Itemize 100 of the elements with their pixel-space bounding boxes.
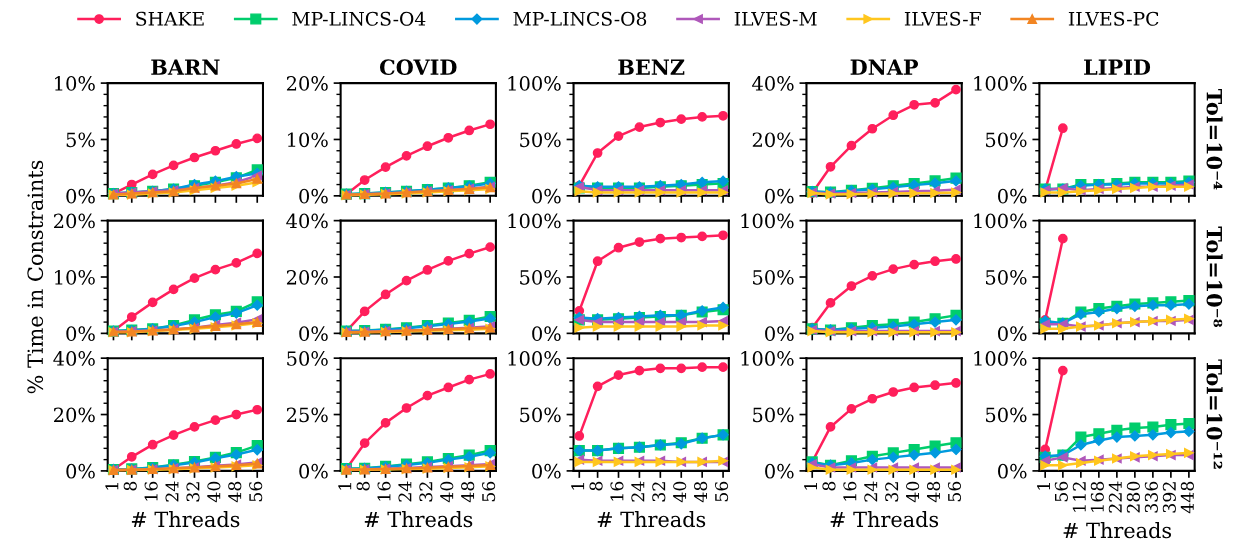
y-tick-label: 0%	[998, 326, 1027, 342]
x-tick-label: 1	[571, 483, 585, 490]
x-tick-label: 8	[356, 481, 370, 491]
chart-title: LIPID	[1084, 59, 1151, 75]
y-tick-label: 0%	[765, 326, 794, 342]
x-tick-label: 16	[377, 481, 391, 501]
x-tick-label: 56	[1054, 481, 1068, 502]
y-tick-label: 10%	[287, 132, 328, 148]
x-tick-label: 48	[694, 481, 708, 503]
x-tick-label: 8	[589, 481, 603, 491]
y-tick-label: 0%	[66, 188, 95, 204]
x-tick-label: 48	[461, 481, 475, 503]
y-tick-label: 0%	[532, 188, 561, 204]
y-tick-label: 100%	[508, 213, 561, 229]
y-tick-label: 0%	[299, 463, 328, 479]
y-tick-label: 100%	[974, 76, 1027, 91]
chart-title: BENZ	[618, 59, 685, 75]
y-tick-label: 0%	[998, 463, 1027, 479]
y-tick-label: 0%	[765, 463, 794, 479]
x-tick-label: 280	[1126, 481, 1140, 513]
x-tick-label: 1	[338, 483, 352, 490]
legend-label: ILVES-M	[734, 11, 817, 26]
x-tick-label: 56	[249, 481, 263, 502]
y-tick-label: 0%	[66, 463, 95, 479]
y-tick-label: 50%	[520, 269, 561, 285]
y-tick-label: 5%	[66, 132, 95, 148]
x-tick-label: 24	[631, 481, 645, 502]
chart-title: BARN	[151, 59, 220, 75]
x-tick-label: 112	[1072, 482, 1086, 512]
x-axis-title: # Threads	[1063, 522, 1172, 539]
x-tick-label: 24	[165, 481, 179, 502]
legend-label: ILVES-PC	[1068, 11, 1159, 26]
x-axis-title: # Threads	[830, 511, 939, 528]
y-tick-label: 50%	[753, 407, 794, 423]
legend-label: ILVES-F	[904, 11, 981, 26]
x-tick-label: 40	[440, 481, 454, 503]
legend-label: SHAKE	[136, 11, 204, 26]
y-tick-label: 100%	[508, 351, 561, 366]
x-tick-label: 1	[804, 483, 818, 490]
chart-title: COVID	[379, 59, 457, 76]
x-tick-label: 8	[822, 481, 836, 491]
y-tick-label: 20%	[286, 76, 328, 91]
y-tick-label: 50%	[986, 407, 1027, 423]
y-tick-label: 100%	[741, 351, 794, 366]
y-tick-label: 50%	[986, 132, 1027, 148]
x-axis-title: # Threads	[364, 511, 473, 528]
y-tick-label: 40%	[286, 213, 328, 229]
x-tick-label: 24	[864, 481, 878, 502]
y-tick-label: 50%	[520, 132, 561, 148]
x-tick-label: 40	[207, 481, 221, 503]
y-tick-label: 20%	[286, 269, 328, 285]
x-tick-label: 48	[926, 481, 941, 503]
x-tick-label: 16	[144, 481, 158, 501]
x-tick-label: 1	[1037, 483, 1050, 490]
y-tick-label: 100%	[508, 76, 561, 91]
y-tick-label: 0%	[998, 188, 1027, 204]
x-tick-label: 40	[673, 481, 687, 503]
y-tick-label: 0%	[765, 188, 794, 204]
y-tick-label: 20%	[54, 213, 95, 229]
x-tick-label: 16	[843, 481, 857, 501]
y-tick-label: 10%	[55, 76, 95, 91]
y-axis-title: % Time in Constraints	[27, 160, 44, 394]
y-tick-label: 0%	[532, 463, 561, 479]
x-axis-title: # Threads	[131, 511, 240, 528]
y-tick-label: 25%	[286, 407, 328, 423]
x-tick-label: 336	[1144, 481, 1158, 513]
y-tick-label: 100%	[974, 213, 1027, 229]
y-tick-label: 50%	[520, 407, 561, 423]
y-tick-label: 50%	[986, 269, 1027, 285]
y-tick-label: 50%	[287, 351, 328, 366]
x-tick-label: 224	[1108, 481, 1122, 513]
x-tick-label: 32	[186, 482, 200, 502]
y-tick-label: 0%	[532, 326, 561, 342]
y-tick-label: 40%	[53, 351, 95, 366]
text: Tol=10⁻¹²	[1206, 359, 1223, 469]
y-tick-label: 40%	[752, 76, 794, 91]
y-tick-label: 0%	[299, 188, 328, 204]
x-tick-label: 56	[714, 481, 729, 502]
x-tick-label: 448	[1180, 481, 1194, 514]
x-axis-title: # Threads	[597, 511, 706, 528]
y-tick-label: 50%	[753, 269, 794, 285]
y-tick-label: 100%	[974, 351, 1027, 366]
y-tick-label: 10%	[55, 269, 95, 285]
x-tick-label: 32	[885, 482, 899, 502]
legend-label: MP-LINCS-O8	[513, 11, 647, 26]
x-tick-label: 56	[947, 481, 962, 502]
text: Tol=10⁻⁸	[1206, 226, 1223, 328]
text: Tol=10⁻⁴	[1206, 88, 1223, 190]
y-tick-label: 20%	[752, 132, 794, 148]
chart-title: DNAP	[850, 59, 919, 75]
x-tick-label: 40	[906, 481, 920, 503]
legend-label: MP-LINCS-O4	[292, 11, 426, 26]
y-tick-label: 20%	[54, 407, 95, 423]
x-tick-label: 392	[1162, 482, 1176, 513]
x-tick-label: 48	[228, 481, 242, 503]
y-tick-label: 0%	[66, 326, 95, 342]
x-tick-label: 168	[1090, 481, 1104, 512]
x-tick-label: 1	[105, 483, 119, 490]
y-tick-label: 100%	[741, 213, 794, 229]
x-tick-label: 8	[123, 481, 137, 491]
